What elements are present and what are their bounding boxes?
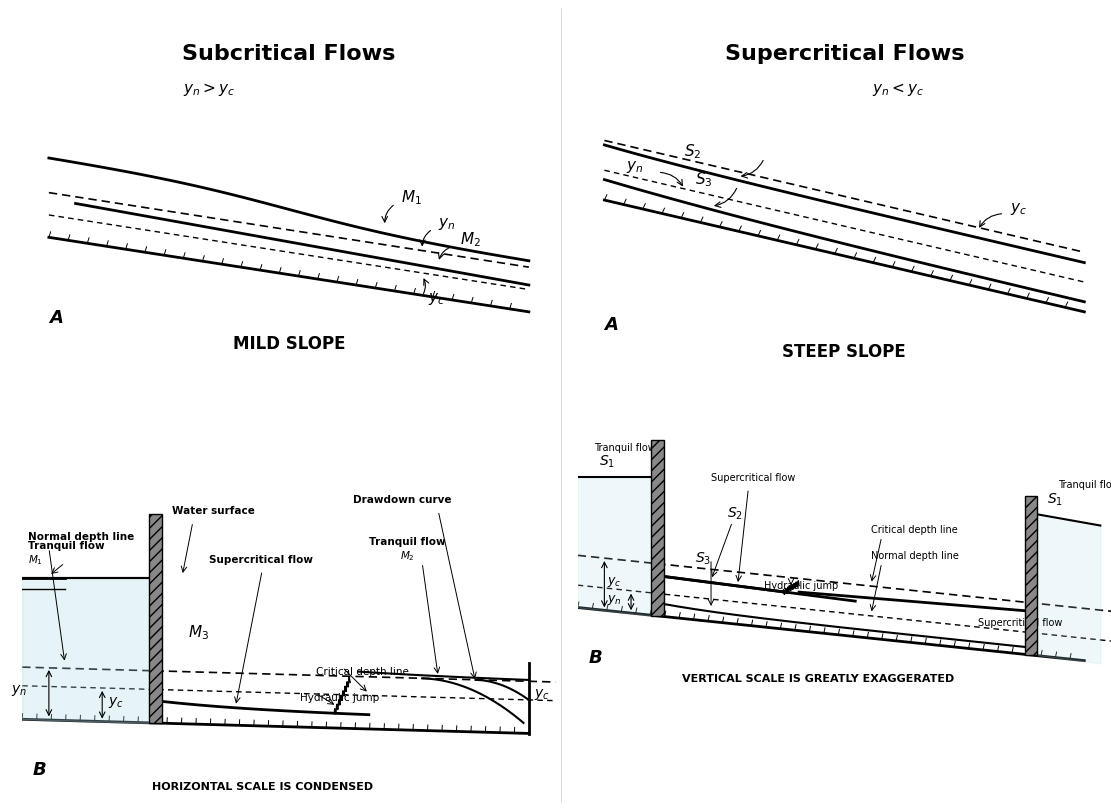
Text: $y_n$: $y_n$ <box>11 683 28 698</box>
Text: Hydraulic jump: Hydraulic jump <box>764 581 839 590</box>
Text: A: A <box>49 309 62 327</box>
Text: $y_c$: $y_c$ <box>607 575 621 589</box>
Text: B: B <box>33 761 47 779</box>
Text: $y_c$: $y_c$ <box>428 291 444 307</box>
Bar <box>651 440 664 616</box>
Text: Tranquil flow: Tranquil flow <box>1058 480 1111 490</box>
Text: STEEP SLOPE: STEEP SLOPE <box>782 343 907 360</box>
Text: Tranquil flow
$M_2$: Tranquil flow $M_2$ <box>369 537 446 563</box>
Text: $y_n<y_c$: $y_n<y_c$ <box>872 81 923 98</box>
Text: Hydraulic jump: Hydraulic jump <box>300 693 379 702</box>
Text: $S_1$: $S_1$ <box>599 454 615 471</box>
Text: Tranquil flow
$M_1$: Tranquil flow $M_1$ <box>28 541 104 566</box>
Text: A: A <box>604 317 618 335</box>
Text: $y_c$: $y_c$ <box>1010 201 1027 217</box>
Text: Supercritical flow: Supercritical flow <box>978 618 1062 628</box>
Text: Drawdown curve: Drawdown curve <box>353 495 451 505</box>
Text: Normal depth line: Normal depth line <box>871 551 959 561</box>
Text: $M_3$: $M_3$ <box>188 624 209 642</box>
Text: $y_c$: $y_c$ <box>108 695 123 710</box>
Text: $S_2$: $S_2$ <box>684 142 702 160</box>
Text: Tranquil flow: Tranquil flow <box>593 443 655 453</box>
Text: $S_1$: $S_1$ <box>1047 491 1063 508</box>
Text: $y_n>y_c$: $y_n>y_c$ <box>183 81 234 98</box>
Bar <box>1024 496 1038 655</box>
Text: B: B <box>589 650 602 667</box>
Text: $M_1$: $M_1$ <box>401 188 422 207</box>
Text: $M_2$: $M_2$ <box>460 230 480 249</box>
Text: $S_3$: $S_3$ <box>695 170 712 189</box>
Text: $y_n$: $y_n$ <box>438 216 456 232</box>
Text: $y_n$: $y_n$ <box>625 160 643 176</box>
Text: Supercritical flow: Supercritical flow <box>711 473 795 483</box>
Text: Supercritical flow: Supercritical flow <box>209 555 313 565</box>
Text: Critical depth line: Critical depth line <box>316 667 409 676</box>
Text: Normal depth line: Normal depth line <box>28 532 133 543</box>
Text: HORIZONTAL SCALE IS CONDENSED: HORIZONTAL SCALE IS CONDENSED <box>151 782 373 792</box>
Text: Subcritical Flows: Subcritical Flows <box>182 44 396 63</box>
Text: $S_2$: $S_2$ <box>727 506 743 522</box>
Bar <box>149 514 162 723</box>
Text: VERTICAL SCALE IS GREATLY EXAGGERATED: VERTICAL SCALE IS GREATLY EXAGGERATED <box>681 674 954 684</box>
Text: Water surface: Water surface <box>171 506 254 516</box>
Text: Critical depth line: Critical depth line <box>871 525 958 535</box>
Text: $y_c$: $y_c$ <box>534 687 550 702</box>
Text: $y_n$: $y_n$ <box>607 593 622 607</box>
Text: $S_3$: $S_3$ <box>695 551 711 567</box>
Text: Supercritical Flows: Supercritical Flows <box>724 44 964 63</box>
Text: MILD SLOPE: MILD SLOPE <box>232 335 346 353</box>
